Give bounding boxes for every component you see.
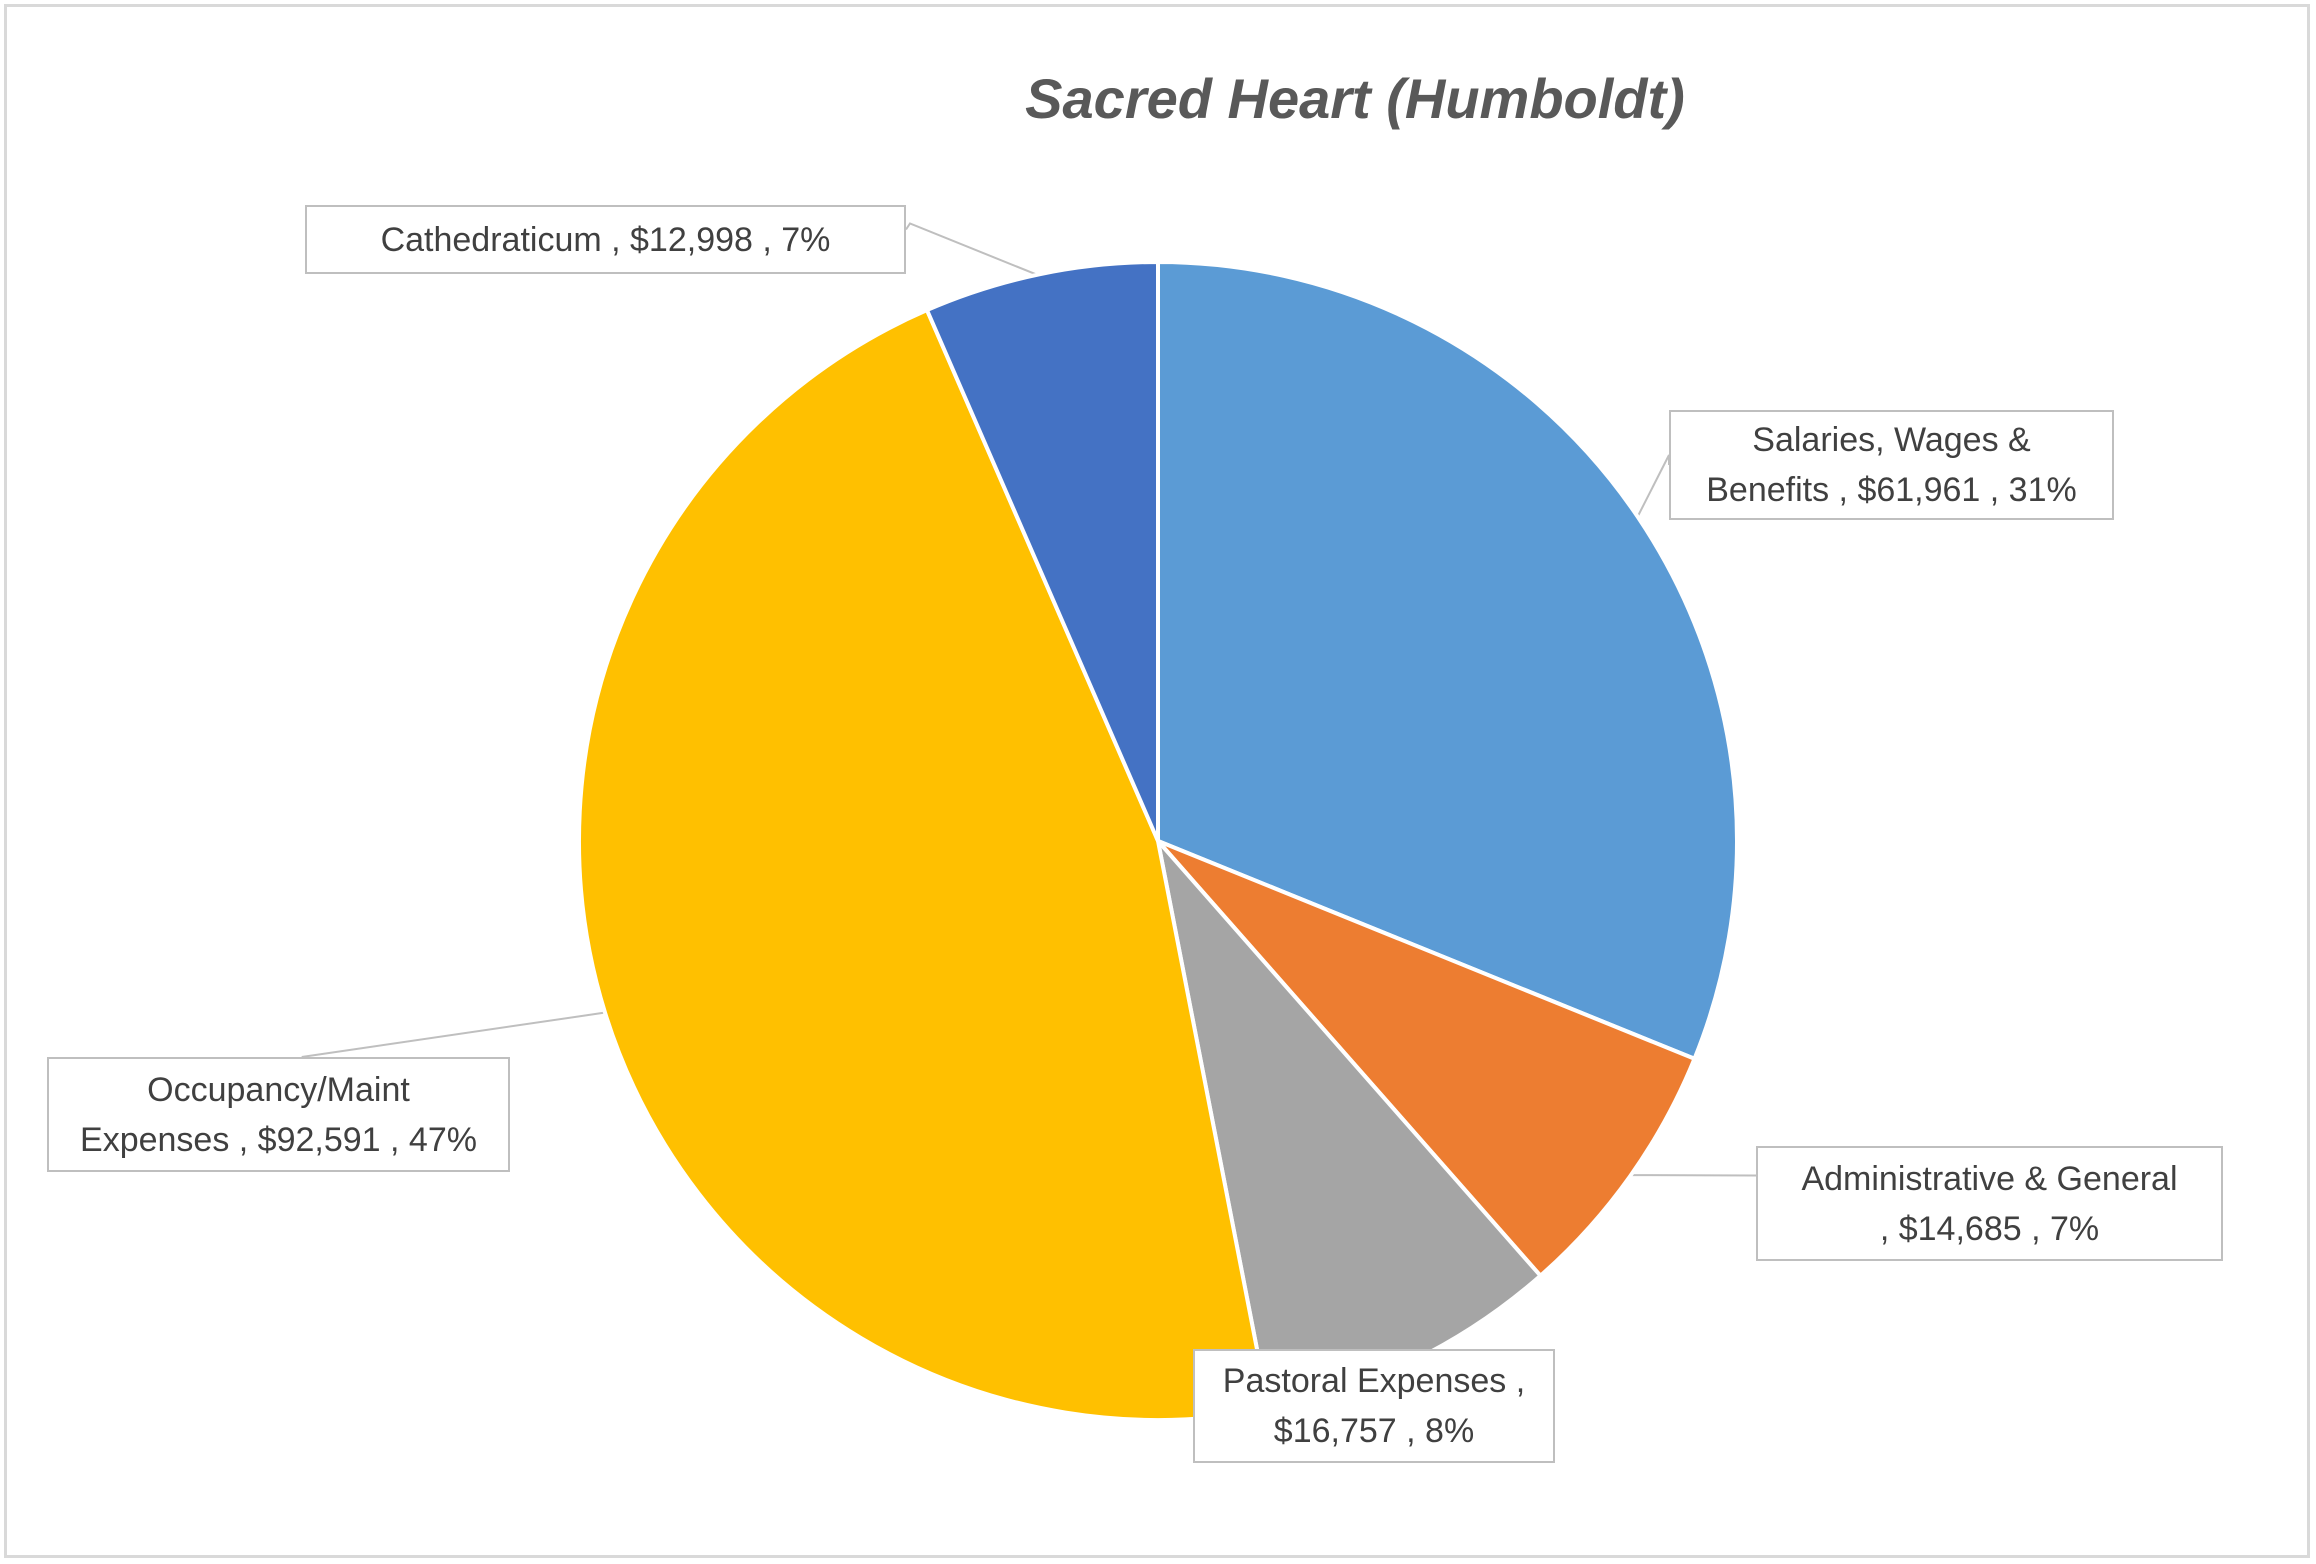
data-label-pastoral: Pastoral Expenses , $16,757 , 8% <box>1193 1349 1555 1463</box>
leader-line-cathedraticum <box>905 222 1041 278</box>
data-label-salaries-line1: Salaries, Wages & <box>1752 421 2031 459</box>
data-label-administrative-line1: Administrative & General <box>1801 1159 2178 1198</box>
chart-title: Sacred Heart (Humboldt) <box>1025 67 1685 130</box>
data-label-occupancy: Occupancy/Maint Expenses , $92,591 , 47% <box>47 1057 510 1172</box>
data-label-pastoral-line2: $16,757 , 8% <box>1273 1412 1475 1450</box>
data-label-salaries-line2: Benefits , $61,961 , 31% <box>1706 471 2077 509</box>
pie-slice-salaries-wages-benefits <box>1156 260 1739 1061</box>
data-label-occupancy-line2: Expenses , $92,591 , 47% <box>80 1120 477 1159</box>
data-label-salaries: Salaries, Wages & Benefits , $61,961 , 3… <box>1669 410 2114 520</box>
pie-slice-administrative-general <box>1156 839 1697 1278</box>
leader-lines <box>301 222 1757 1177</box>
pie-slice-occupancy-maint-expenses <box>577 308 1271 1422</box>
leader-line-occupancy-maint-expenses <box>301 1011 608 1058</box>
data-label-cathedraticum: Cathedraticum , $12,998 , 7% <box>305 205 906 274</box>
data-label-administrative-line2: , $14,685 , 7% <box>1879 1209 2100 1248</box>
data-label-administrative: Administrative & General , $14,685 , 7% <box>1756 1146 2223 1261</box>
data-label-pastoral-line1: Pastoral Expenses , <box>1222 1362 1526 1400</box>
data-label-cathedraticum-line1: Cathedraticum , $12,998 , 7% <box>380 220 831 259</box>
pie-slices <box>577 260 1739 1422</box>
leader-line-salaries-wages-benefits <box>1635 454 1670 520</box>
data-label-occupancy-line1: Occupancy/Maint <box>147 1070 410 1109</box>
pie-slice-cathedraticum <box>924 260 1160 843</box>
